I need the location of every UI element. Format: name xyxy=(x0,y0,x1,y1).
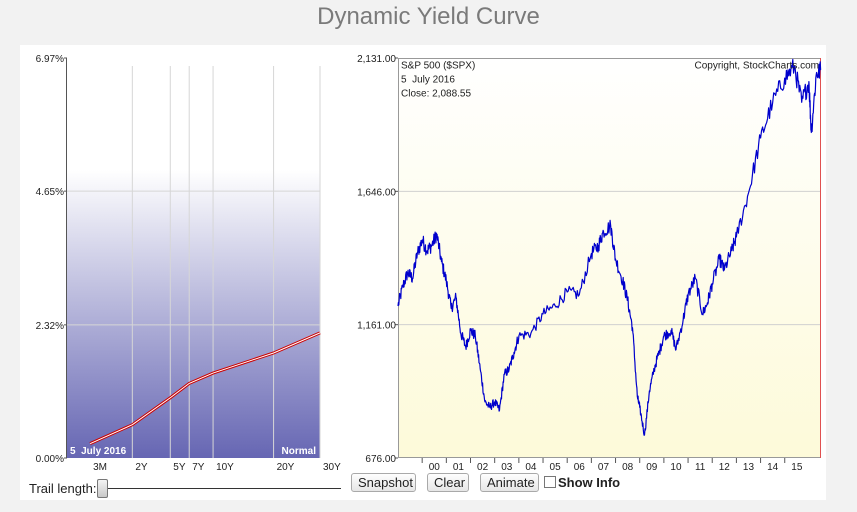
spx-xtick-label: 11 xyxy=(695,462,706,473)
spx-xtick-label: 04 xyxy=(525,462,537,473)
yield-curve-shape-label: Normal xyxy=(282,446,317,457)
spx-grid xyxy=(398,190,821,326)
spx-xtick-label: 15 xyxy=(791,462,803,473)
spx-chart: 2,131.00 1,646.00 1,161.00 676.00 00 01 02 03 0… xyxy=(357,54,822,473)
spx-xtick-label: 00 xyxy=(429,462,441,473)
yield-curve-ytick-label: 2.32% xyxy=(36,321,64,332)
yield-curve-date: 5 July 2016 xyxy=(70,446,127,457)
spx-xtick-label: 05 xyxy=(550,462,562,473)
yield-curve-xtick-label: 3M xyxy=(93,462,107,473)
spx-plot-bg xyxy=(398,58,821,458)
page-title: Dynamic Yield Curve xyxy=(317,3,540,30)
yield-curve-grid xyxy=(67,66,321,458)
spx-xtick-label: 14 xyxy=(767,462,779,473)
yield-curve-xtick-label: 2Y xyxy=(135,462,148,473)
trail-length-label: Trail length: xyxy=(29,481,97,496)
spx-copyright: Copyright, StockCharts.com xyxy=(695,60,820,71)
spx-xtick-label: 08 xyxy=(622,462,634,473)
yield-curve-xtick-label: 7Y xyxy=(192,462,205,473)
spx-xtick-label: 01 xyxy=(453,462,465,473)
yield-curve-xtick-label: 5Y xyxy=(173,462,186,473)
show-info-toggle[interactable]: Show Info xyxy=(544,474,620,490)
spx-xtick-label: 12 xyxy=(719,462,731,473)
spx-xtick-label: 10 xyxy=(670,462,682,473)
spx-ytick-label: 1,646.00 xyxy=(357,187,396,198)
yield-curve-ytick-label: 4.65% xyxy=(36,187,64,198)
spx-xtick-label: 03 xyxy=(501,462,513,473)
spx-xtick-label: 06 xyxy=(574,462,586,473)
yield-curve-xtick-label: 30Y xyxy=(323,462,341,473)
show-info-label: Show Info xyxy=(558,474,621,490)
spx-info-close: Close: 2,088.55 xyxy=(401,88,471,99)
spx-xtick-label: 13 xyxy=(743,462,755,473)
spx-xtick-label: 07 xyxy=(598,462,610,473)
yield-curve-xtick-label: 20Y xyxy=(277,462,295,473)
spx-xtick-label: 02 xyxy=(477,462,489,473)
yield-curve-xtick-label: 10Y xyxy=(216,462,234,473)
show-info-checkbox[interactable] xyxy=(544,476,556,488)
spx-legend: S&P 500 ($SPX) xyxy=(401,60,475,71)
spx-ytick-label: 676.00 xyxy=(365,454,396,465)
yield-curve-line xyxy=(89,332,321,445)
spx-xtick-label: 09 xyxy=(646,462,658,473)
spx-ytick-label: 1,161.00 xyxy=(357,321,396,332)
animate-button[interactable]: Animate xyxy=(480,473,539,492)
trail-length-slider[interactable] xyxy=(103,488,341,489)
yield-curve-gradient-bg xyxy=(67,170,320,458)
spx-ytick-label: 2,131.00 xyxy=(357,54,396,65)
snapshot-button[interactable]: Snapshot xyxy=(351,473,416,492)
yield-curve-ytick-label: 0.00% xyxy=(36,454,64,465)
clear-button[interactable]: Clear xyxy=(427,473,469,492)
spx-price-line xyxy=(397,58,822,436)
yield-curve-chart: 6.97% 4.65% 2.32% 0.00% 3M 2Y 5Y 7Y 10Y 20Y 30Y 5… xyxy=(36,54,341,473)
spx-info-date: 5 July 2016 xyxy=(401,74,455,85)
yield-curve-ytick-label: 6.97% xyxy=(36,54,64,65)
trail-length-slider-handle[interactable] xyxy=(97,479,108,498)
